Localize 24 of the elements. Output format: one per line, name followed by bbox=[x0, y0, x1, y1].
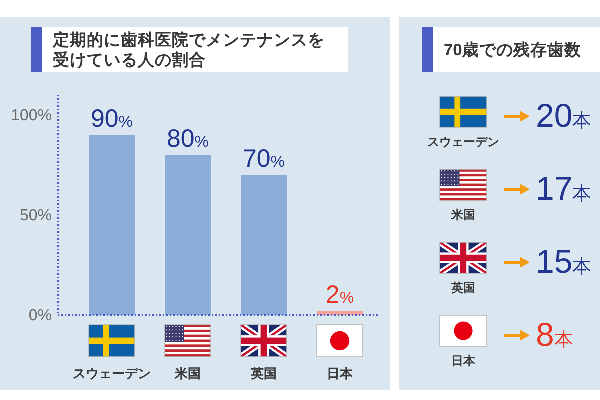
data-label: 8本 bbox=[536, 316, 574, 353]
category-label: スウェーデン bbox=[428, 135, 500, 149]
data-label: 80% bbox=[166, 125, 210, 153]
y-tick-label: 100% bbox=[11, 108, 52, 124]
bar bbox=[89, 135, 135, 315]
category-label: 英国 bbox=[450, 281, 476, 295]
text: 70歳での残存歯数 bbox=[444, 40, 582, 60]
data-label: 17本 bbox=[536, 170, 592, 207]
x-tick-label: 日本 bbox=[327, 366, 354, 381]
data-label: 20本 bbox=[536, 97, 592, 134]
y-tick-label: 50% bbox=[20, 208, 52, 224]
data-label: 15本 bbox=[536, 243, 592, 280]
y-tick-label: 0% bbox=[28, 308, 52, 324]
data-label: 70% bbox=[242, 145, 286, 173]
chart-title: 定期的に歯科医院でメンテナンスを受けている人の割合 bbox=[52, 30, 325, 70]
category-label: 日本 bbox=[452, 354, 476, 368]
x-tick-label: 米国 bbox=[174, 366, 201, 381]
category-label: 米国 bbox=[450, 208, 476, 222]
x-tick-label: スウェーデン bbox=[73, 366, 151, 381]
data-label: 2% bbox=[326, 281, 354, 309]
data-label: 90% bbox=[90, 105, 134, 133]
bar bbox=[241, 175, 287, 315]
bar bbox=[165, 155, 211, 315]
x-tick-label: 英国 bbox=[250, 366, 277, 381]
